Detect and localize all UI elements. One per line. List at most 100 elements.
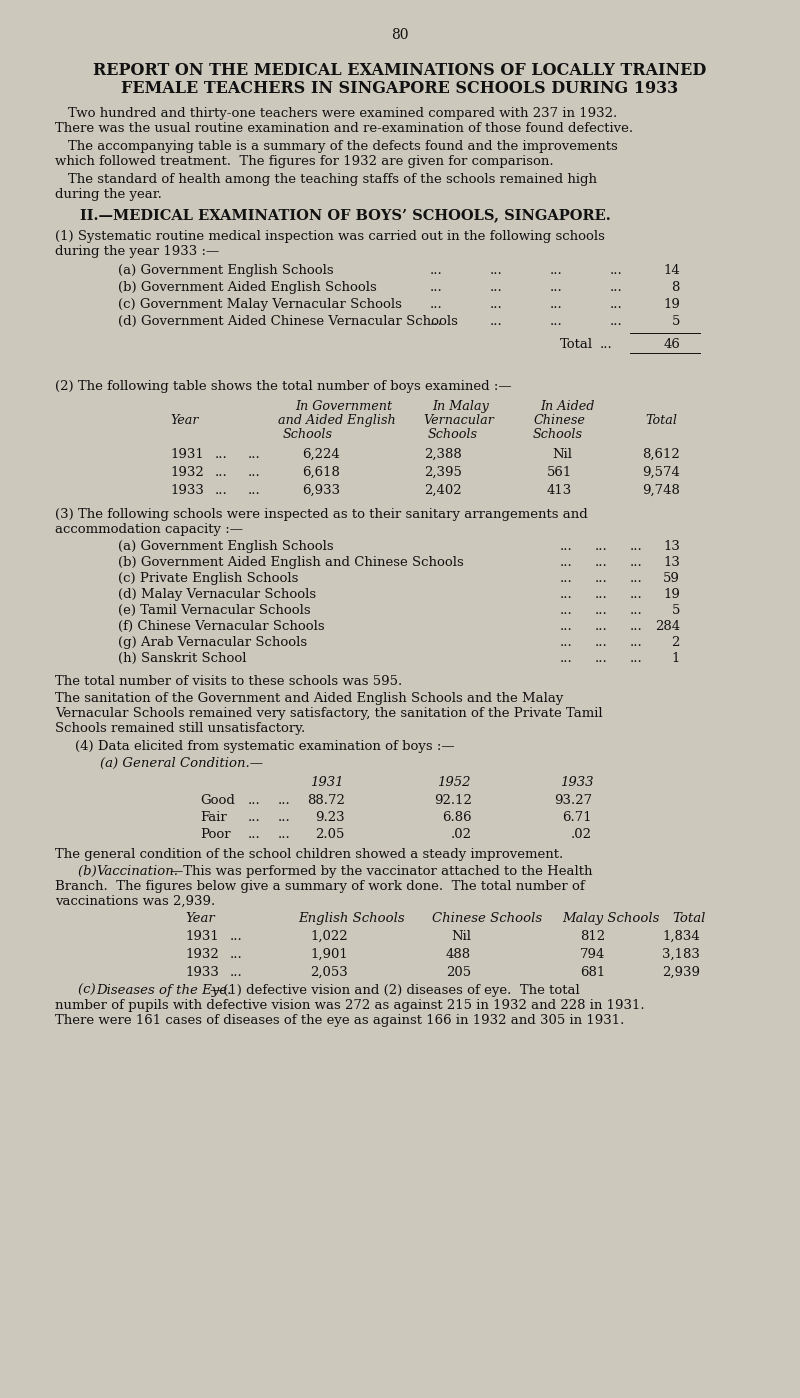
Text: 205: 205 bbox=[446, 966, 471, 979]
Text: II.—MEDICAL EXAMINATION OF BOYS’ SCHOOLS, SINGAPORE.: II.—MEDICAL EXAMINATION OF BOYS’ SCHOOLS… bbox=[80, 208, 610, 222]
Text: (f) Chinese Vernacular Schools: (f) Chinese Vernacular Schools bbox=[118, 619, 325, 633]
Text: ...: ... bbox=[595, 619, 608, 633]
Text: 9,574: 9,574 bbox=[642, 466, 680, 480]
Text: Vernacular: Vernacular bbox=[423, 414, 494, 426]
Text: accommodation capacity :—: accommodation capacity :— bbox=[55, 523, 243, 535]
Text: (a) Government English Schools: (a) Government English Schools bbox=[118, 264, 334, 277]
Text: The total number of visits to these schools was 595.: The total number of visits to these scho… bbox=[55, 675, 402, 688]
Text: and Aided English: and Aided English bbox=[278, 414, 396, 426]
Text: ...: ... bbox=[630, 540, 642, 554]
Text: (2) The following table shows the total number of boys examined :—: (2) The following table shows the total … bbox=[55, 380, 512, 393]
Text: (b) Government Aided English and Chinese Schools: (b) Government Aided English and Chinese… bbox=[118, 556, 464, 569]
Text: 2: 2 bbox=[672, 636, 680, 649]
Text: ...: ... bbox=[490, 315, 502, 329]
Text: ...: ... bbox=[560, 589, 573, 601]
Text: 6,224: 6,224 bbox=[302, 447, 340, 461]
Text: (e) Tamil Vernacular Schools: (e) Tamil Vernacular Schools bbox=[118, 604, 310, 617]
Text: 8: 8 bbox=[672, 281, 680, 294]
Text: 1933: 1933 bbox=[185, 966, 219, 979]
Text: The standard of health among the teaching staffs of the schools remained high: The standard of health among the teachin… bbox=[68, 173, 597, 186]
Text: ...: ... bbox=[248, 811, 261, 823]
Text: ...: ... bbox=[430, 298, 442, 310]
Text: 6.71: 6.71 bbox=[562, 811, 592, 823]
Text: during the year 1933 :—: during the year 1933 :— bbox=[55, 245, 219, 259]
Text: 1931: 1931 bbox=[310, 776, 343, 788]
Text: 284: 284 bbox=[655, 619, 680, 633]
Text: 46: 46 bbox=[663, 338, 680, 351]
Text: ...: ... bbox=[278, 828, 290, 842]
Text: ...: ... bbox=[595, 636, 608, 649]
Text: ...: ... bbox=[550, 264, 562, 277]
Text: (4) Data elicited from systematic examination of boys :—: (4) Data elicited from systematic examin… bbox=[75, 740, 454, 754]
Text: ...: ... bbox=[560, 572, 573, 584]
Text: ...: ... bbox=[490, 264, 502, 277]
Text: ...: ... bbox=[630, 604, 642, 617]
Text: (b): (b) bbox=[78, 865, 101, 878]
Text: ...: ... bbox=[630, 636, 642, 649]
Text: 93.27: 93.27 bbox=[554, 794, 592, 807]
Text: 5: 5 bbox=[672, 604, 680, 617]
Text: There were 161 cases of diseases of the eye as against 166 in 1932 and 305 in 19: There were 161 cases of diseases of the … bbox=[55, 1014, 624, 1028]
Text: 1933: 1933 bbox=[560, 776, 594, 788]
Text: 2,395: 2,395 bbox=[424, 466, 462, 480]
Text: ...: ... bbox=[215, 447, 228, 461]
Text: ...: ... bbox=[610, 298, 622, 310]
Text: In Aided: In Aided bbox=[540, 400, 594, 412]
Text: 13: 13 bbox=[663, 556, 680, 569]
Text: The sanitation of the Government and Aided English Schools and the Malay: The sanitation of the Government and Aid… bbox=[55, 692, 563, 705]
Text: ...: ... bbox=[215, 484, 228, 498]
Text: 413: 413 bbox=[546, 484, 572, 498]
Text: ...: ... bbox=[600, 338, 613, 351]
Text: (a) General Condition.—: (a) General Condition.— bbox=[100, 756, 263, 770]
Text: Nil: Nil bbox=[552, 447, 572, 461]
Text: ...: ... bbox=[630, 572, 642, 584]
Text: 561: 561 bbox=[546, 466, 572, 480]
Text: Two hundred and thirty-one teachers were examined compared with 237 in 1932.: Two hundred and thirty-one teachers were… bbox=[68, 108, 618, 120]
Text: Diseases of the Eye.: Diseases of the Eye. bbox=[96, 984, 231, 997]
Text: 92.12: 92.12 bbox=[434, 794, 472, 807]
Text: 13: 13 bbox=[663, 540, 680, 554]
Text: ...: ... bbox=[610, 281, 622, 294]
Text: ...: ... bbox=[630, 651, 642, 665]
Text: (c) Private English Schools: (c) Private English Schools bbox=[118, 572, 298, 584]
Text: REPORT ON THE MEDICAL EXAMINATIONS OF LOCALLY TRAINED: REPORT ON THE MEDICAL EXAMINATIONS OF LO… bbox=[94, 62, 706, 80]
Text: (d) Government Aided Chinese Vernacular Schools: (d) Government Aided Chinese Vernacular … bbox=[118, 315, 458, 329]
Text: (g) Arab Vernacular Schools: (g) Arab Vernacular Schools bbox=[118, 636, 307, 649]
Text: 6,933: 6,933 bbox=[302, 484, 340, 498]
Text: Branch.  The figures below give a summary of work done.  The total number of: Branch. The figures below give a summary… bbox=[55, 879, 585, 893]
Text: ...: ... bbox=[550, 298, 562, 310]
Text: The accompanying table is a summary of the defects found and the improvements: The accompanying table is a summary of t… bbox=[68, 140, 618, 152]
Text: There was the usual routine examination and re-examination of those found defect: There was the usual routine examination … bbox=[55, 122, 633, 136]
Text: Chinese Schools: Chinese Schools bbox=[432, 911, 542, 925]
Text: ...: ... bbox=[215, 466, 228, 480]
Text: ...: ... bbox=[610, 264, 622, 277]
Text: ...: ... bbox=[430, 315, 442, 329]
Text: ...: ... bbox=[430, 264, 442, 277]
Text: ...: ... bbox=[560, 604, 573, 617]
Text: ...: ... bbox=[248, 794, 261, 807]
Text: Total: Total bbox=[560, 338, 593, 351]
Text: ...: ... bbox=[230, 966, 242, 979]
Text: 1,834: 1,834 bbox=[662, 930, 700, 944]
Text: Vaccination.: Vaccination. bbox=[96, 865, 178, 878]
Text: (c): (c) bbox=[78, 984, 100, 997]
Text: vaccinations was 2,939.: vaccinations was 2,939. bbox=[55, 895, 215, 907]
Text: 794: 794 bbox=[580, 948, 605, 960]
Text: 6,618: 6,618 bbox=[302, 466, 340, 480]
Text: Poor: Poor bbox=[200, 828, 230, 842]
Text: Good: Good bbox=[200, 794, 235, 807]
Text: .02: .02 bbox=[571, 828, 592, 842]
Text: English Schools: English Schools bbox=[298, 911, 405, 925]
Text: In Government: In Government bbox=[295, 400, 392, 412]
Text: ...: ... bbox=[248, 466, 261, 480]
Text: 2,053: 2,053 bbox=[310, 966, 348, 979]
Text: (a) Government English Schools: (a) Government English Schools bbox=[118, 540, 334, 554]
Text: ...: ... bbox=[630, 619, 642, 633]
Text: —(1) defective vision and (2) diseases of eye.  The total: —(1) defective vision and (2) diseases o… bbox=[210, 984, 580, 997]
Text: Total: Total bbox=[672, 911, 706, 925]
Text: ...: ... bbox=[248, 447, 261, 461]
Text: (1) Systematic routine medical inspection was carried out in the following schoo: (1) Systematic routine medical inspectio… bbox=[55, 231, 605, 243]
Text: number of pupils with defective vision was 272 as against 215 in 1932 and 228 in: number of pupils with defective vision w… bbox=[55, 1000, 645, 1012]
Text: (c) Government Malay Vernacular Schools: (c) Government Malay Vernacular Schools bbox=[118, 298, 402, 310]
Text: 2,402: 2,402 bbox=[424, 484, 462, 498]
